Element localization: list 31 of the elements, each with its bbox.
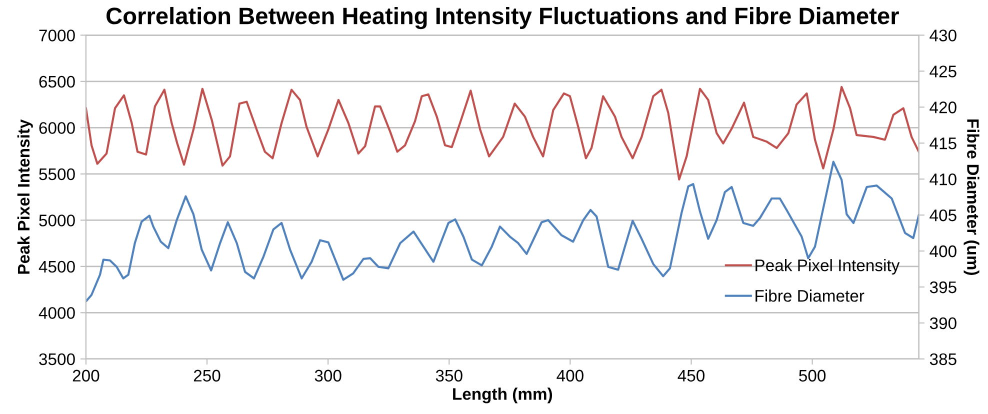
x-tick-label: 400 <box>556 370 584 382</box>
y2-tick-label: 425 <box>930 66 956 78</box>
x-tick-label: 200 <box>72 370 100 382</box>
x-tick-label: 250 <box>194 370 220 382</box>
y2-tick-label: 395 <box>930 281 956 294</box>
x-tick-label: 300 <box>314 370 342 382</box>
y2-tick-label: 410 <box>930 173 956 186</box>
legend-label: Peak Pixel Intensity <box>756 259 900 275</box>
y2-tick-label: 430 <box>930 30 956 42</box>
legend-label: Fibre Diameter <box>756 290 864 302</box>
y2-tick-label: 390 <box>930 317 956 330</box>
y2-tick-label: 405 <box>930 209 956 222</box>
x-axis-title: Length (mm) <box>453 388 552 404</box>
y2-tick-label: 415 <box>930 138 956 150</box>
chart-title: Correlation Between Heating Intensity Fluctuations and Fibre Diameter <box>106 6 899 30</box>
y2-tick-label: 385 <box>930 353 956 366</box>
y-tick-label: 6500 <box>39 76 75 88</box>
y2-tick-label: 400 <box>930 245 956 258</box>
y-tick-label: 3500 <box>39 353 75 366</box>
y-tick-label: 4000 <box>38 307 75 319</box>
y2-tick-label: 420 <box>930 102 956 114</box>
y-tick-label: 6000 <box>39 122 75 134</box>
x-tick-label: 500 <box>799 370 826 382</box>
y-tick-label: 4500 <box>38 260 75 273</box>
y-tick-label: 5500 <box>39 168 75 180</box>
x-tick-label: 450 <box>678 370 705 382</box>
y-tick-label: 7000 <box>39 30 75 42</box>
y-axis-title: Peak Pixel Intensity <box>17 119 33 274</box>
y2-axis-title: Fibre Diameter (um) <box>964 119 980 275</box>
y-tick-label: 5000 <box>39 214 75 226</box>
x-tick-label: 350 <box>436 370 462 382</box>
